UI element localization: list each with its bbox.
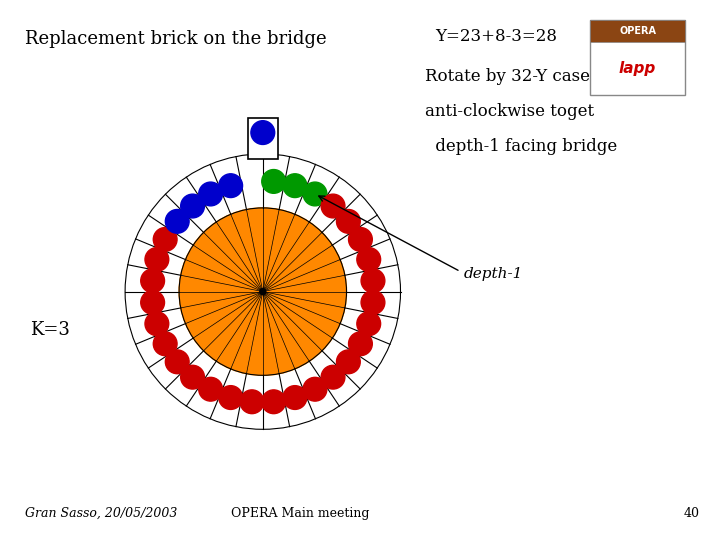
Text: lapp: lapp	[619, 61, 656, 76]
Text: anti-clockwise toget: anti-clockwise toget	[425, 103, 594, 120]
Text: 40: 40	[684, 507, 700, 520]
Circle shape	[166, 350, 189, 374]
Circle shape	[251, 121, 275, 145]
Text: OPERA Main meeting: OPERA Main meeting	[230, 507, 369, 520]
Text: depth-1 facing bridge: depth-1 facing bridge	[430, 138, 617, 155]
Circle shape	[140, 291, 164, 314]
Circle shape	[260, 288, 266, 295]
Text: depth-1: depth-1	[464, 267, 523, 281]
Text: Y=23+8-3=28: Y=23+8-3=28	[435, 28, 557, 45]
Text: Replacement brick on the bridge: Replacement brick on the bridge	[25, 30, 327, 48]
Circle shape	[361, 269, 385, 293]
Text: K=3: K=3	[30, 321, 70, 339]
Circle shape	[321, 365, 345, 389]
Circle shape	[199, 182, 222, 206]
Circle shape	[357, 247, 381, 271]
Circle shape	[303, 377, 327, 401]
Circle shape	[283, 386, 307, 409]
Circle shape	[153, 227, 177, 251]
Circle shape	[145, 312, 168, 336]
Circle shape	[262, 170, 286, 193]
Circle shape	[348, 332, 372, 356]
Circle shape	[336, 210, 360, 233]
Circle shape	[303, 182, 327, 206]
Circle shape	[181, 194, 204, 218]
Circle shape	[153, 332, 177, 356]
Circle shape	[336, 350, 360, 374]
Bar	[248, 118, 278, 159]
Circle shape	[361, 291, 385, 314]
Text: Gran Sasso, 20/05/2003: Gran Sasso, 20/05/2003	[25, 507, 177, 520]
Circle shape	[140, 269, 164, 293]
Circle shape	[283, 174, 307, 198]
Bar	[590, 20, 685, 42]
Circle shape	[240, 390, 264, 414]
Circle shape	[219, 174, 243, 198]
Circle shape	[199, 377, 222, 401]
Text: Rotate by 32-Y cases: Rotate by 32-Y cases	[425, 68, 598, 85]
Text: OPERA: OPERA	[619, 26, 656, 36]
Circle shape	[262, 390, 286, 414]
Circle shape	[348, 227, 372, 251]
Circle shape	[357, 312, 381, 336]
Circle shape	[179, 208, 346, 375]
Bar	[590, 20, 685, 95]
Circle shape	[321, 194, 345, 218]
Circle shape	[181, 365, 204, 389]
Circle shape	[145, 247, 168, 271]
Circle shape	[219, 386, 243, 409]
Circle shape	[166, 210, 189, 233]
